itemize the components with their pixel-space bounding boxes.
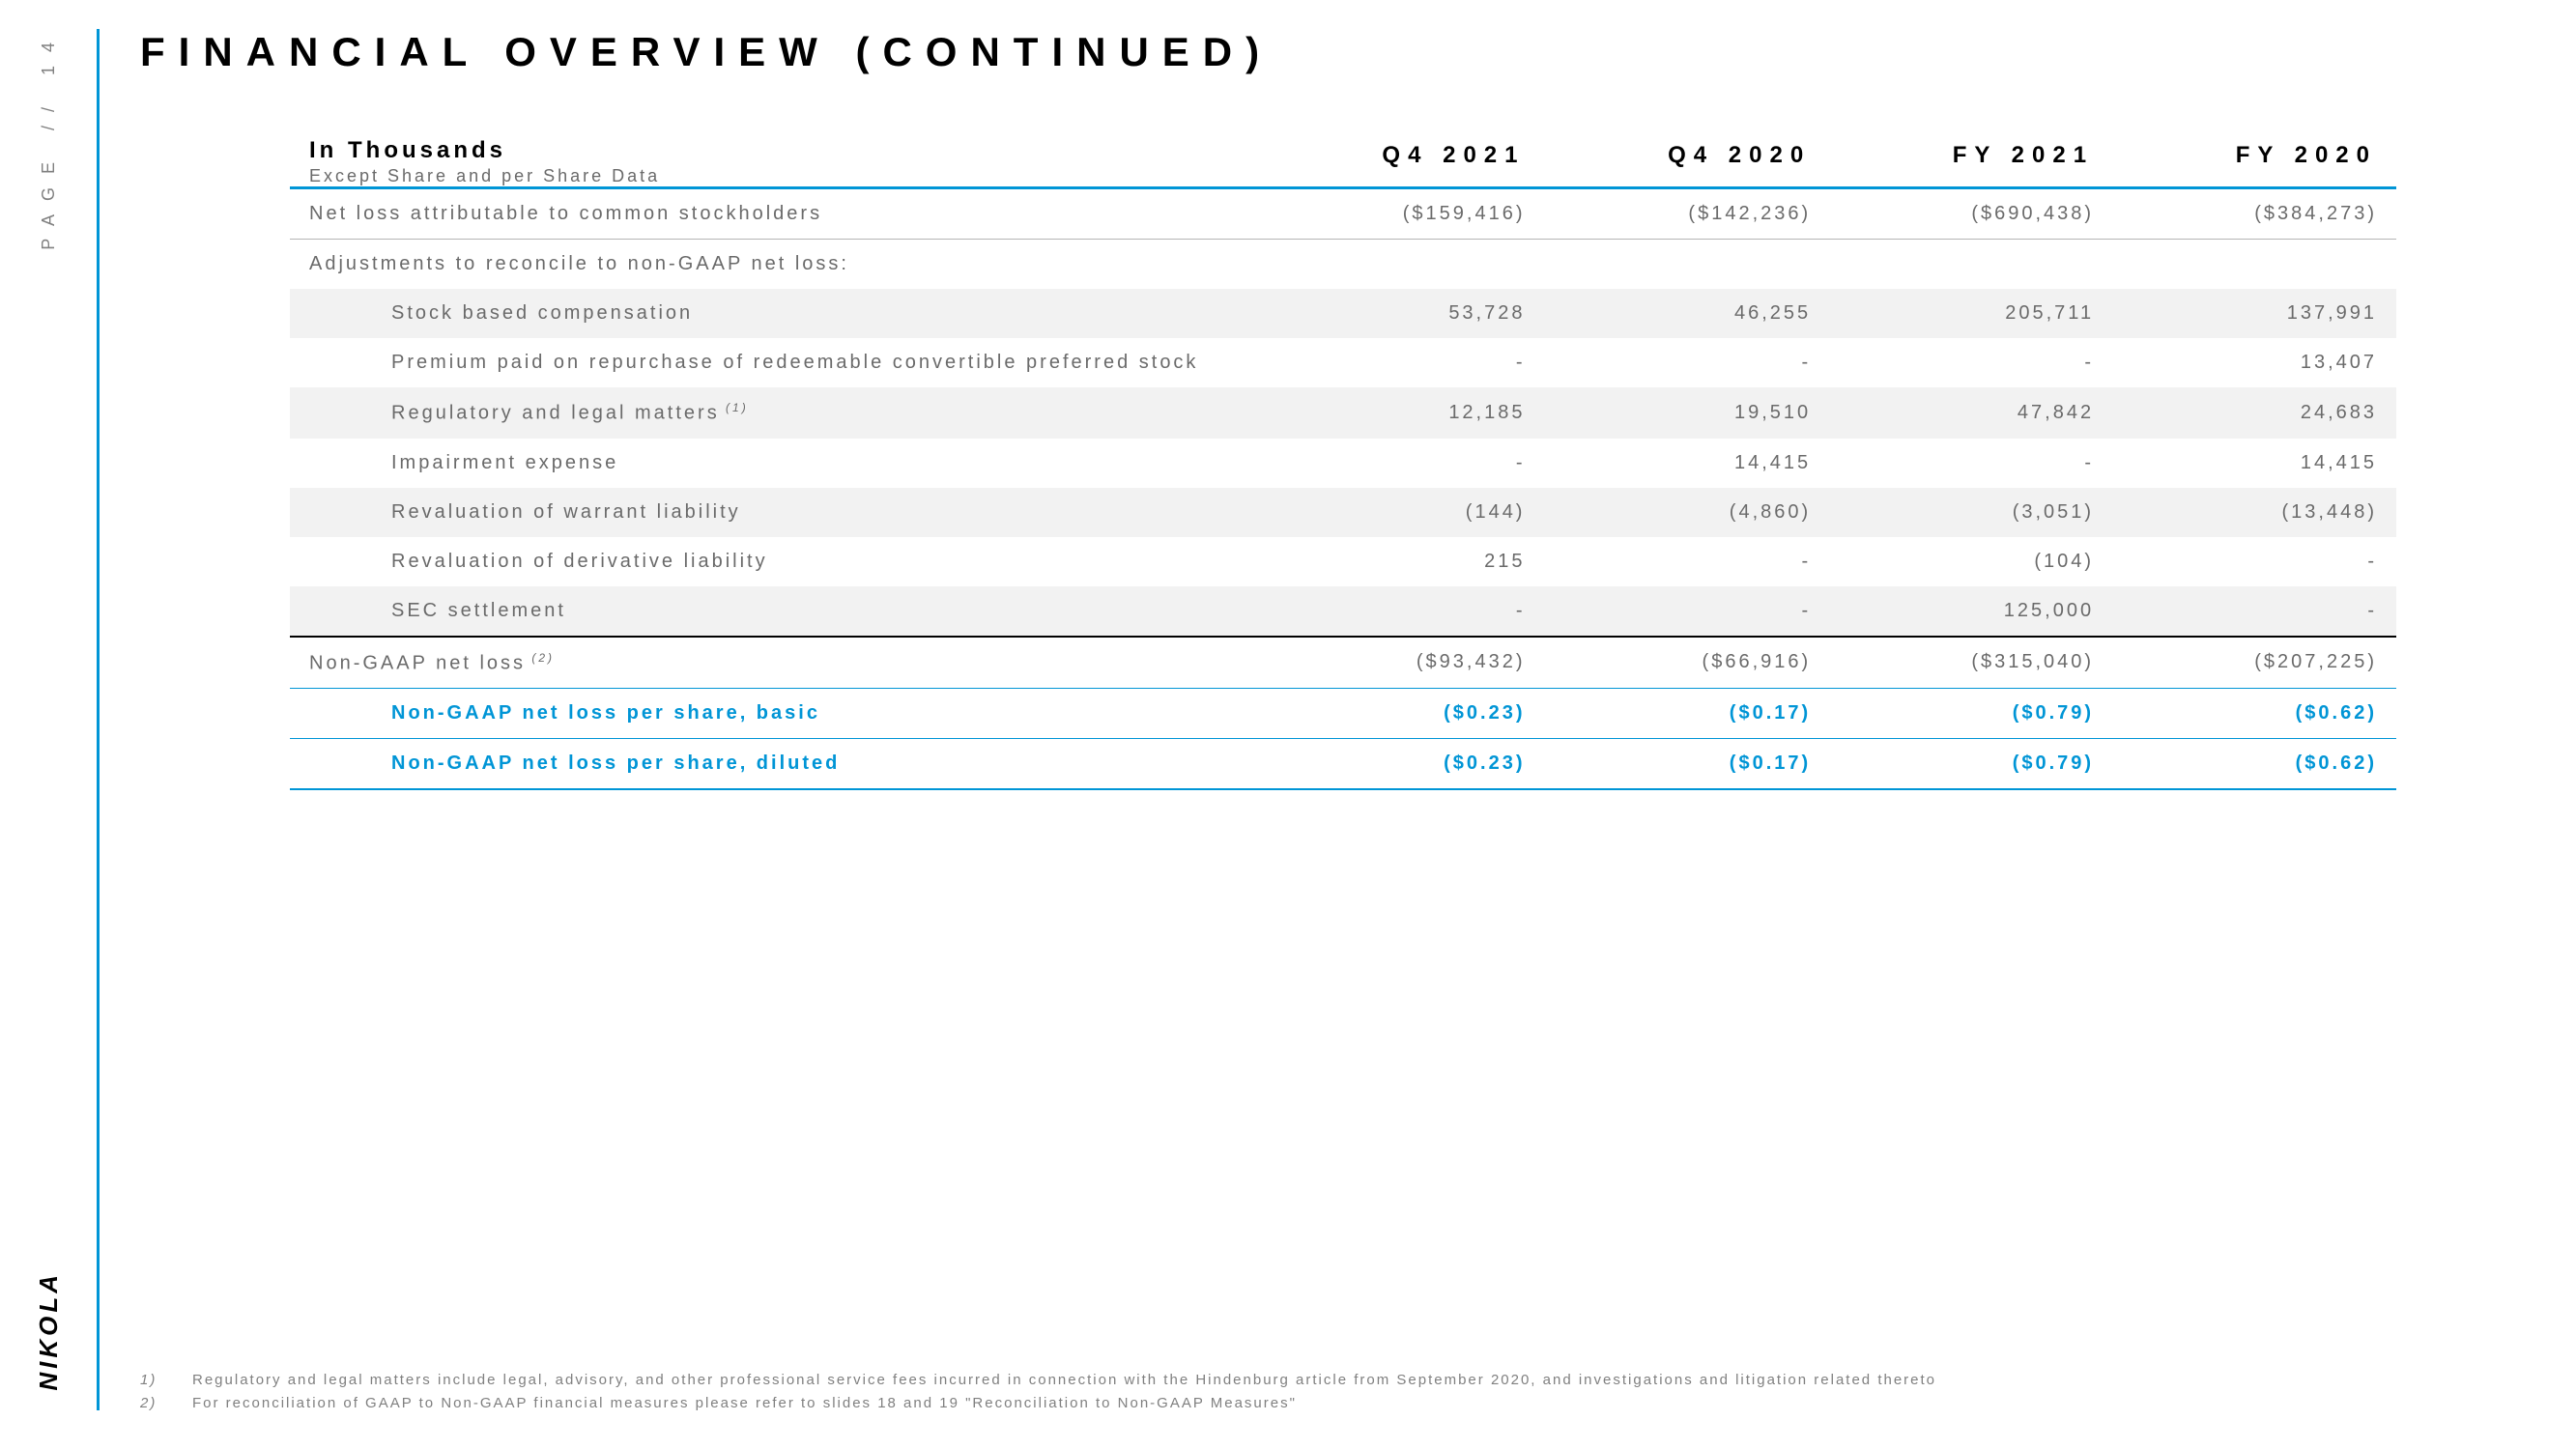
row-label: Non-GAAP net loss per share, basic [290, 689, 1259, 739]
row-label: Revaluation of warrant liability [290, 488, 1259, 537]
cell-value [1544, 240, 1830, 290]
cell-value: 47,842 [1830, 387, 2113, 439]
cell-value: ($0.62) [2113, 739, 2396, 790]
page-number: PAGE // 14 [39, 29, 59, 250]
footnote-num: 2) [140, 1392, 169, 1415]
table-row: Stock based compensation53,72846,255205,… [290, 289, 2396, 338]
cell-value: (4,860) [1544, 488, 1830, 537]
cell-value: - [1259, 338, 1545, 387]
table: In Thousands Except Share and per Share … [290, 124, 2396, 790]
row-label: Non-GAAP net loss (2) [290, 637, 1259, 689]
row-label: Impairment expense [290, 439, 1259, 488]
row-label: Premium paid on repurchase of redeemable… [290, 338, 1259, 387]
cell-value: 125,000 [1830, 586, 2113, 637]
cell-value [2113, 240, 2396, 290]
cell-value: ($0.17) [1544, 689, 1830, 739]
cell-value [1259, 240, 1545, 290]
table-row: SEC settlement--125,000- [290, 586, 2396, 637]
row-label: Regulatory and legal matters (1) [290, 387, 1259, 439]
cell-value: ($142,236) [1544, 188, 1830, 240]
cell-value: ($0.23) [1259, 689, 1545, 739]
cell-value: ($207,225) [2113, 637, 2396, 689]
vertical-divider [97, 29, 100, 1410]
cell-value: - [1259, 586, 1545, 637]
footnote: 1) Regulatory and legal matters include … [140, 1369, 2498, 1392]
sidebar: PAGE // 14 NIKOLA [0, 0, 97, 1430]
cell-value: 13,407 [2113, 338, 2396, 387]
table-row: Non-GAAP net loss (2)($93,432)($66,916)(… [290, 637, 2396, 689]
cell-value: 12,185 [1259, 387, 1545, 439]
table-row: Premium paid on repurchase of redeemable… [290, 338, 2396, 387]
table-row: Revaluation of derivative liability215-(… [290, 537, 2396, 586]
table-row: Net loss attributable to common stockhol… [290, 188, 2396, 240]
cell-value: 19,510 [1544, 387, 1830, 439]
col-header: Q4 2021 [1259, 124, 1545, 188]
table-row: Adjustments to reconcile to non-GAAP net… [290, 240, 2396, 290]
main-content: FINANCIAL OVERVIEW (CONTINUED) In Thousa… [140, 29, 2517, 790]
logo: NIKOLA [34, 1271, 64, 1391]
footnote: 2) For reconciliation of GAAP to Non-GAA… [140, 1392, 2498, 1415]
cell-value: 14,415 [2113, 439, 2396, 488]
row-label: Non-GAAP net loss per share, diluted [290, 739, 1259, 790]
row-label: Adjustments to reconcile to non-GAAP net… [290, 240, 1259, 290]
cell-value: (13,448) [2113, 488, 2396, 537]
col-header: Q4 2020 [1544, 124, 1830, 188]
row-label: SEC settlement [290, 586, 1259, 637]
cell-value: 14,415 [1544, 439, 1830, 488]
cell-value: ($93,432) [1259, 637, 1545, 689]
col-header: FY 2021 [1830, 124, 2113, 188]
table-row: Non-GAAP net loss per share, diluted($0.… [290, 739, 2396, 790]
footnotes: 1) Regulatory and legal matters include … [140, 1369, 2498, 1415]
cell-value: ($690,438) [1830, 188, 2113, 240]
header-line2: Except Share and per Share Data [309, 164, 1240, 186]
cell-value: 53,728 [1259, 289, 1545, 338]
cell-value [1830, 240, 2113, 290]
table-row: Non-GAAP net loss per share, basic($0.23… [290, 689, 2396, 739]
cell-value: - [1830, 338, 2113, 387]
row-label: Stock based compensation [290, 289, 1259, 338]
cell-value: - [1830, 439, 2113, 488]
cell-value: - [1259, 439, 1545, 488]
cell-value: (144) [1259, 488, 1545, 537]
cell-value: ($0.62) [2113, 689, 2396, 739]
footnote-text: For reconciliation of GAAP to Non-GAAP f… [192, 1392, 1297, 1415]
cell-value: - [2113, 537, 2396, 586]
cell-value: (3,051) [1830, 488, 2113, 537]
col-header: FY 2020 [2113, 124, 2396, 188]
cell-value: - [1544, 586, 1830, 637]
cell-value: ($66,916) [1544, 637, 1830, 689]
table-row: Revaluation of warrant liability(144)(4,… [290, 488, 2396, 537]
financial-table: In Thousands Except Share and per Share … [290, 124, 2396, 790]
cell-value: 215 [1259, 537, 1545, 586]
cell-value: ($384,273) [2113, 188, 2396, 240]
table-row: Regulatory and legal matters (1)12,18519… [290, 387, 2396, 439]
footnote-num: 1) [140, 1369, 169, 1392]
cell-value: 46,255 [1544, 289, 1830, 338]
cell-value: 137,991 [2113, 289, 2396, 338]
cell-value: ($0.23) [1259, 739, 1545, 790]
cell-value: 205,711 [1830, 289, 2113, 338]
table-row: Impairment expense-14,415-14,415 [290, 439, 2396, 488]
cell-value: (104) [1830, 537, 2113, 586]
cell-value: ($0.79) [1830, 739, 2113, 790]
header-line1: In Thousands [309, 137, 1240, 164]
cell-value: - [1544, 338, 1830, 387]
cell-value: ($159,416) [1259, 188, 1545, 240]
footnote-text: Regulatory and legal matters include leg… [192, 1369, 1936, 1392]
cell-value: 24,683 [2113, 387, 2396, 439]
row-label: Net loss attributable to common stockhol… [290, 188, 1259, 240]
row-label: Revaluation of derivative liability [290, 537, 1259, 586]
page-title: FINANCIAL OVERVIEW (CONTINUED) [140, 29, 2517, 75]
cell-value: ($315,040) [1830, 637, 2113, 689]
cell-value: - [1544, 537, 1830, 586]
cell-value: ($0.79) [1830, 689, 2113, 739]
cell-value: ($0.17) [1544, 739, 1830, 790]
cell-value: - [2113, 586, 2396, 637]
